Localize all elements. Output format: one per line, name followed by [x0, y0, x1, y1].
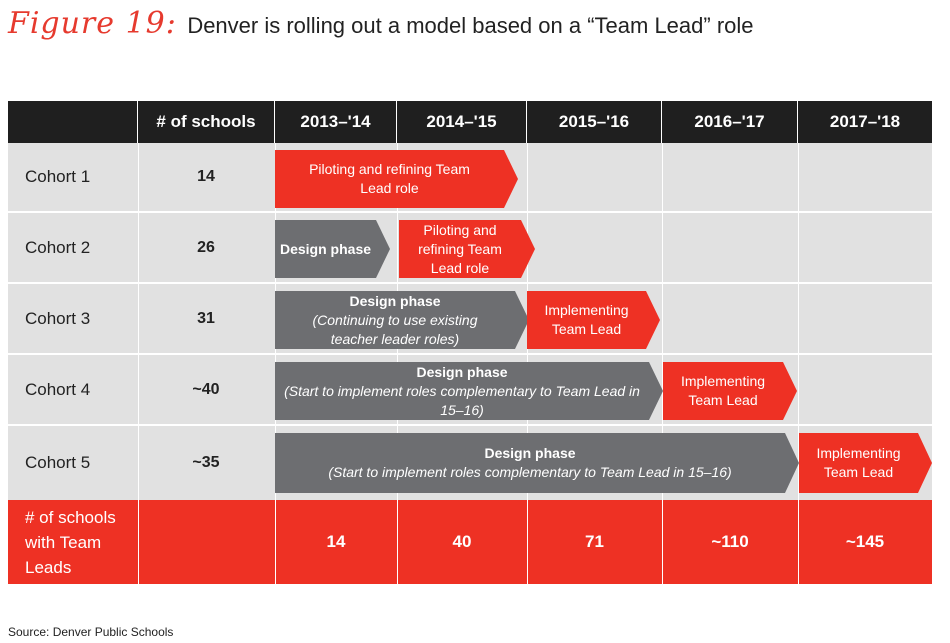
cohort-3-design-subtitle: (Continuing to use existing teacher lead… — [312, 311, 478, 347]
cohort-2-design-arrow: Design phase — [275, 220, 390, 278]
footer-vline — [662, 500, 663, 584]
row-divider — [8, 211, 932, 213]
figure-title: Figure 19: Denver is rolling out a model… — [8, 6, 754, 46]
cohort-5-design-arrow: Design phase (Start to implement roles c… — [275, 433, 799, 493]
cohort-5-design-title: Design phase — [484, 445, 576, 461]
cohort-5-implement-text: Implementing Team Lead — [816, 445, 901, 480]
cohort-1-count: 14 — [197, 168, 215, 185]
cohort-2-pilot-line-1: Piloting and — [423, 221, 497, 238]
team-leads-total-year-4: ~110 — [711, 532, 749, 551]
header-schools: # of schools — [138, 101, 275, 143]
row-divider — [8, 424, 932, 426]
cohort-4-label: Cohort 4 — [25, 379, 91, 399]
footer-vline — [397, 500, 398, 584]
footer-vline — [138, 500, 139, 584]
cohort-1-label: Cohort 1 — [25, 167, 91, 186]
cohort-2-count: 26 — [197, 238, 215, 256]
header-year-2: 2014–'15 — [397, 101, 527, 143]
cohort-3-implement-arrow: Implementing Team Lead — [527, 291, 660, 349]
team-leads-total-year-1: 14 — [326, 532, 346, 551]
cohort-4-implement-arrow: Implementing Team Lead — [663, 362, 797, 420]
team-leads-total-year-5: ~145 — [845, 532, 885, 551]
header-blank-cell — [8, 101, 138, 143]
cohort-2-pilot-arrow: Piloting and refining Team Lead role — [399, 220, 535, 278]
cohort-3-design-title: Design phase — [349, 292, 441, 309]
header-year-5: 2017–'18 — [798, 101, 932, 143]
team-leads-total-year-2: 40 — [452, 532, 472, 551]
cohort-3-design-arrow: Design phase (Continuing to use existing… — [275, 291, 529, 349]
footer-vline — [798, 500, 799, 584]
footer-vline — [275, 500, 276, 584]
grid-vline — [662, 143, 663, 500]
footer-vline — [527, 500, 528, 584]
cohort-5-design-subtitle: (Start to implement roles complementary … — [328, 464, 732, 480]
team-leads-total-label: # of schools with Team Leads — [25, 507, 116, 577]
cohort-4-design-title: Design phase — [416, 363, 508, 380]
header-year-1: 2013–'14 — [275, 101, 397, 143]
figure-title-text: Denver is rolling out a model based on a… — [187, 13, 754, 38]
cohort-2-design-text: Design phase — [279, 240, 372, 257]
cohort-5-implement-arrow: Implementing Team Lead — [799, 433, 932, 493]
row-divider — [8, 353, 932, 355]
cohort-2-pilot-line-2: refining Team — [418, 240, 502, 257]
cohort-5-count: ~35 — [192, 454, 220, 471]
cohort-5-label: Cohort 5 — [25, 453, 91, 472]
cohort-1-pilot-text: Piloting and refining Team Lead role — [309, 161, 470, 196]
team-leads-total-row — [8, 500, 932, 584]
rollout-table: # of schools 2013–'14 2014–'15 2015–'16 … — [8, 101, 932, 584]
grid-vline — [798, 143, 799, 500]
source-note: Source: Denver Public Schools — [8, 625, 174, 639]
cohort-3-implement-text: Implementing Team Lead — [544, 302, 629, 337]
cohort-3-count: 31 — [197, 309, 215, 327]
cohort-3-label: Cohort 3 — [25, 308, 91, 328]
row-divider — [8, 282, 932, 284]
cohort-1-pilot-arrow: Piloting and refining Team Lead role — [275, 150, 518, 208]
header-year-4: 2016–'17 — [662, 101, 798, 143]
cohort-2-pilot-line-3: Lead role — [430, 259, 490, 276]
team-leads-total-year-3: 71 — [585, 532, 604, 551]
cohort-4-count: ~40 — [192, 380, 220, 398]
cohort-4-design-subtitle: (Start to implement roles complementary … — [284, 382, 640, 418]
cohort-2-label: Cohort 2 — [25, 237, 91, 257]
cohort-4-design-arrow: Design phase (Start to implement roles c… — [275, 362, 663, 420]
grid-vline — [138, 143, 139, 500]
cohort-4-implement-text: Implementing Team Lead — [680, 373, 766, 408]
figure-label: Figure 19: — [8, 6, 177, 41]
header-year-3: 2015–'16 — [527, 101, 662, 143]
